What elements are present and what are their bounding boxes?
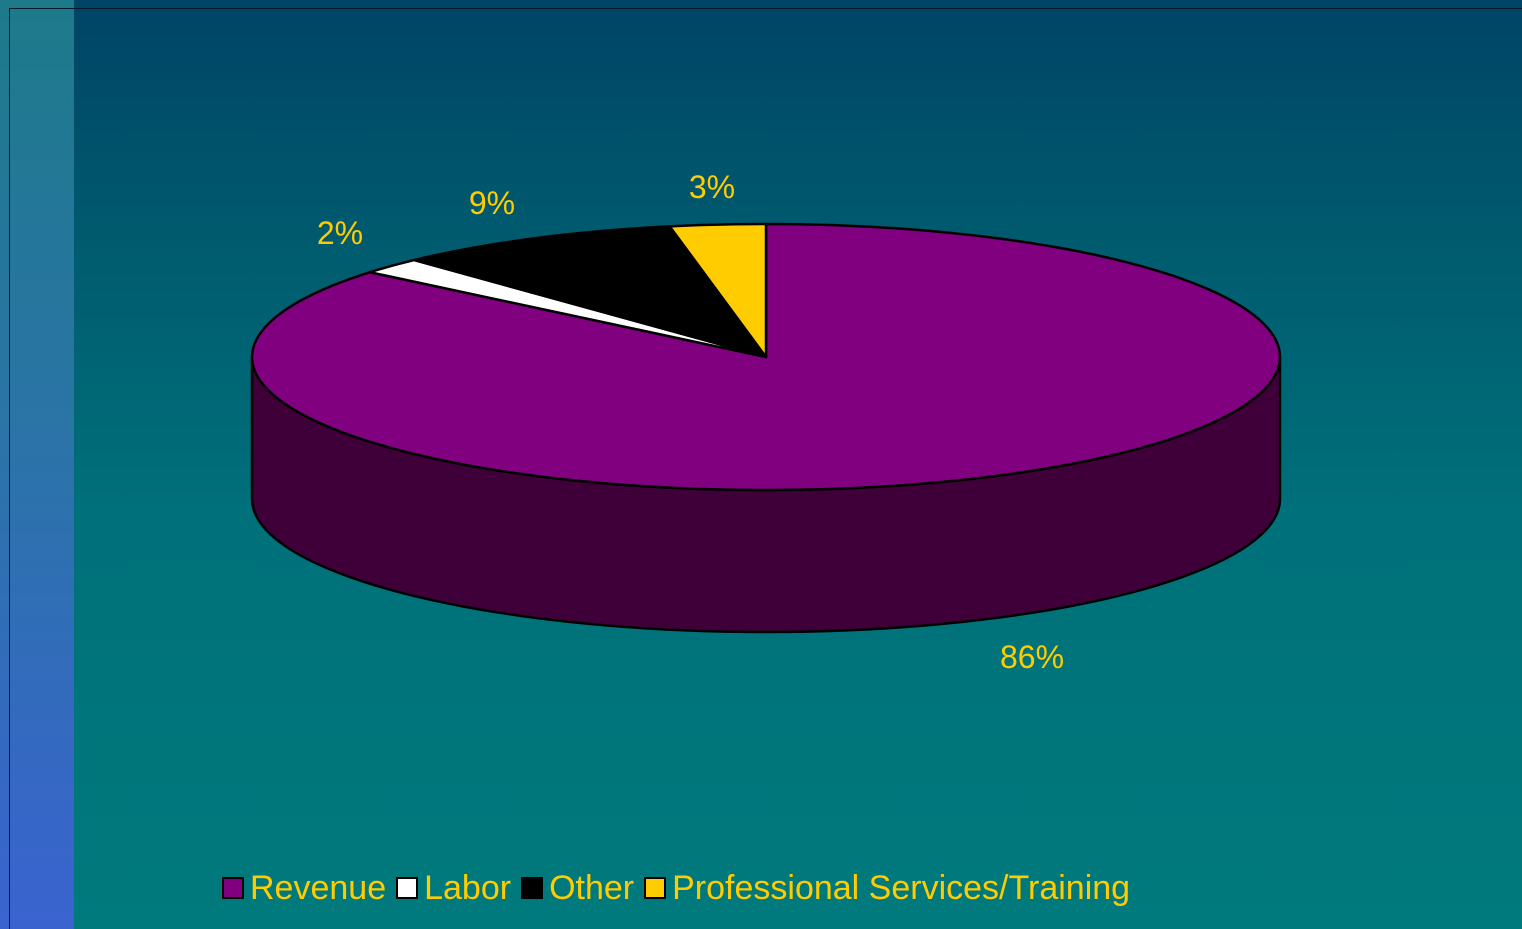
legend-item-other: Other xyxy=(521,869,634,908)
legend-label-revenue: Revenue xyxy=(250,868,387,907)
top-border-line xyxy=(9,8,1522,9)
left-border-line xyxy=(9,8,10,929)
data-label-labor: 2% xyxy=(317,215,363,251)
pie-slice-professional-services-training xyxy=(668,222,768,359)
legend-item-revenue: Revenue xyxy=(222,869,386,908)
legend-label-labor: Labor xyxy=(424,868,512,907)
legend-swatch-labor xyxy=(396,877,419,899)
legend-item-professional-services-training: Professional Services/Training xyxy=(644,869,1130,908)
legend-swatch-other xyxy=(521,877,544,899)
legend-swatch-revenue xyxy=(222,877,244,899)
legend-swatch-professional-services-training xyxy=(644,877,667,899)
chart-legend: Revenue Labor Other Professional Service… xyxy=(222,866,1140,910)
legend-item-labor: Labor xyxy=(396,869,511,908)
data-label-other: 9% xyxy=(469,185,515,221)
legend-label-other: Other xyxy=(549,868,635,907)
data-label-professional-services-training: 3% xyxy=(689,169,735,205)
pie-slice-labor xyxy=(368,258,768,359)
left-accent-bar xyxy=(0,0,74,929)
pie-slice-other xyxy=(412,225,768,359)
data-label-revenue: 86% xyxy=(1000,639,1064,675)
legend-label-professional-services-training: Professional Services/Training xyxy=(672,868,1131,907)
